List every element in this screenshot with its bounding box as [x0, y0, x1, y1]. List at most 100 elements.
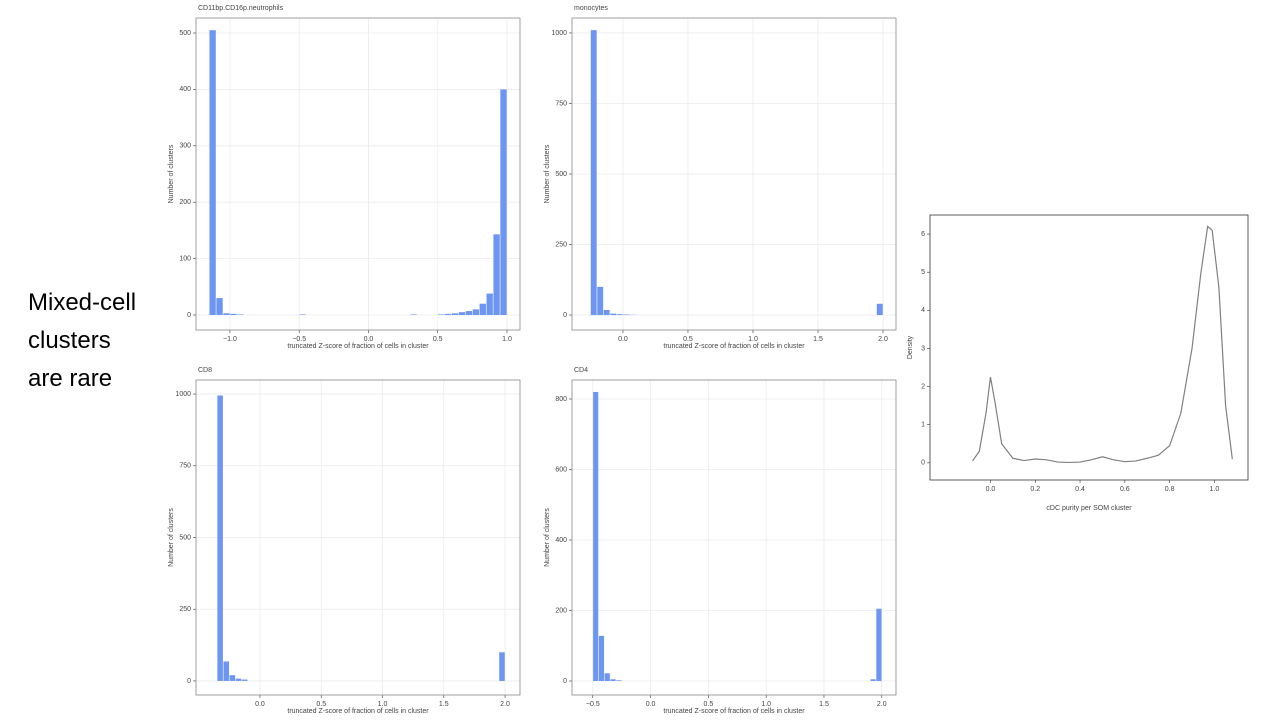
x-tick-label: 1.0	[378, 701, 388, 708]
y-tick-label: 0	[187, 678, 191, 685]
bar	[870, 679, 876, 682]
bar	[604, 673, 610, 682]
y-axis-label: Number of clusters	[544, 508, 551, 567]
bar	[451, 313, 459, 315]
x-tick-label: 0.5	[683, 336, 693, 343]
y-tick-label: 1	[921, 422, 925, 429]
bar	[237, 314, 244, 315]
bar	[241, 679, 248, 681]
x-tick-label: 0.2	[1030, 486, 1040, 493]
y-tick-label: 400	[555, 537, 567, 544]
y-tick-label: 600	[555, 466, 567, 473]
y-axis-label: Number of clusters	[168, 144, 175, 203]
bar	[603, 309, 610, 316]
bar	[593, 391, 599, 682]
bar	[493, 234, 500, 315]
plot-frame	[929, 214, 1249, 481]
x-tick-label: 1.5	[439, 701, 449, 708]
bar	[590, 30, 597, 316]
x-tick-label: 0.8	[1165, 486, 1175, 493]
bar	[876, 608, 882, 682]
y-tick-label: 300	[179, 143, 191, 150]
density-line	[972, 225, 1233, 464]
y-tick-label: 750	[555, 100, 567, 107]
bar	[597, 286, 604, 316]
x-tick-label: 2.0	[500, 701, 510, 708]
bar	[410, 314, 417, 315]
y-tick-label: 250	[179, 606, 191, 613]
x-tick-label: 1.5	[819, 701, 829, 708]
bar	[209, 30, 216, 315]
y-tick-label: 1000	[175, 391, 191, 398]
x-tick-label: 0.4	[1075, 486, 1085, 493]
bar	[623, 314, 630, 316]
plot-frame	[195, 17, 521, 331]
y-tick-label: 100	[179, 255, 191, 262]
bar	[444, 313, 452, 315]
bar	[465, 311, 473, 315]
y-tick-label: 500	[555, 171, 567, 178]
y-tick-label: 4	[921, 307, 925, 314]
bar	[223, 661, 230, 681]
y-tick-label: 750	[179, 463, 191, 470]
x-tick-label: 0.0	[618, 336, 628, 343]
bar	[610, 679, 616, 682]
y-tick-label: 2	[921, 383, 925, 390]
bar	[217, 395, 223, 681]
chart-title: CD8	[198, 367, 212, 374]
bar	[616, 680, 622, 682]
bar	[458, 312, 466, 315]
bar	[610, 313, 617, 316]
x-tick-label: 1.5	[813, 336, 823, 343]
y-tick-label: 200	[179, 199, 191, 206]
y-tick-label: 800	[555, 396, 567, 403]
x-tick-label: −1.0	[223, 336, 237, 343]
bar	[438, 314, 445, 315]
bar	[230, 313, 237, 315]
x-tick-label: 2.0	[877, 701, 887, 708]
y-tick-label: 3	[921, 345, 925, 352]
x-tick-label: 0.0	[364, 336, 374, 343]
x-axis-label: truncated Z-score of fraction of cells i…	[663, 708, 805, 715]
x-tick-label: 0.5	[433, 336, 443, 343]
y-tick-label: 500	[179, 534, 191, 541]
chart-title: CD11bp.CD16p.neutrophils	[198, 5, 284, 12]
plot-frame	[195, 379, 521, 696]
bar	[216, 298, 223, 315]
x-tick-label: 1.0	[1210, 486, 1220, 493]
x-tick-label: 0.0	[255, 701, 265, 708]
x-tick-label: 0.0	[646, 701, 656, 708]
y-axis-label: Number of clusters	[544, 144, 551, 203]
x-tick-label: 1.0	[748, 336, 758, 343]
y-tick-label: 0	[187, 312, 191, 319]
x-tick-label: −0.5	[292, 336, 306, 343]
x-tick-label: 1.0	[502, 336, 512, 343]
slide-text-line: are rare	[28, 365, 113, 392]
x-axis-label: truncated Z-score of fraction of cells i…	[287, 343, 429, 350]
chart-title: monocytes	[574, 5, 608, 12]
plot-frame	[571, 379, 897, 696]
bar	[499, 652, 505, 681]
slide-text: Mixed-cell clusters are rare	[28, 284, 136, 398]
bar	[598, 635, 605, 682]
slide-text-line: Mixed-cell	[28, 289, 137, 316]
bar	[486, 293, 493, 315]
x-tick-label: 0.0	[986, 486, 996, 493]
slide-text-line: clusters	[28, 327, 111, 354]
bar	[299, 314, 306, 315]
x-tick-label: −0.5	[586, 701, 600, 708]
y-axis-label: Density	[907, 335, 914, 359]
bar	[616, 314, 623, 316]
y-tick-label: 5	[921, 269, 925, 276]
bar	[500, 89, 507, 315]
y-tick-label: 400	[179, 86, 191, 93]
chart-title: CD4	[574, 367, 588, 374]
bar	[479, 303, 486, 315]
y-tick-label: 1000	[551, 30, 567, 37]
y-axis-label: Number of clusters	[168, 508, 175, 567]
x-tick-label: 0.5	[704, 701, 714, 708]
bar	[223, 313, 230, 315]
y-tick-label: 250	[555, 241, 567, 248]
